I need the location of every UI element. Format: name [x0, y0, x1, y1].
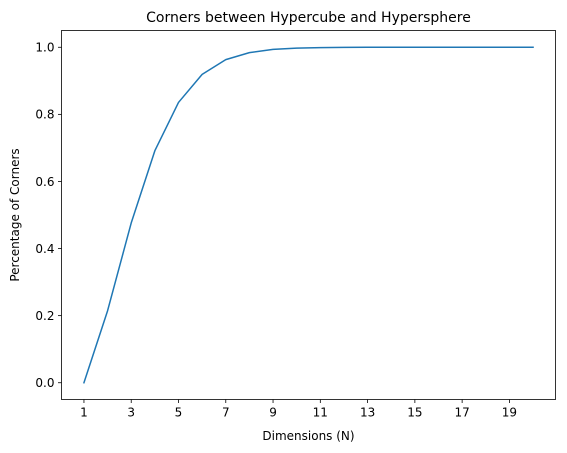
x-tick-label: 9: [269, 406, 277, 420]
y-tick-label: 0.8: [35, 108, 54, 122]
series-line: [83, 46, 534, 384]
x-tick-label: 19: [502, 406, 517, 420]
y-axis-label: Percentage of Corners: [8, 148, 22, 281]
y-tick-label: 0.4: [35, 242, 54, 256]
plot-area: 1 3 5 7 9 11 13 15 17 190.00.20.40.60.81.0: [35, 41, 534, 420]
y-tick-label: 0.6: [35, 175, 54, 189]
x-tick-label: 5: [175, 406, 183, 420]
y-tick-label: 0.2: [35, 309, 54, 323]
x-tick-label: 11: [313, 406, 328, 420]
x-tick-label: 1: [80, 406, 88, 420]
y-tick-label: 0.0: [35, 376, 54, 390]
x-tick-label: 3: [127, 406, 135, 420]
x-tick-label: 17: [454, 406, 469, 420]
x-tick-label: 15: [407, 406, 422, 420]
chart-title: Corners between Hypercube and Hyperspher…: [146, 10, 471, 26]
plot-frame: [61, 30, 556, 400]
y-tick-label: 1.0: [35, 41, 54, 55]
x-tick-label: 7: [222, 406, 230, 420]
x-tick-label: 13: [360, 406, 375, 420]
x-axis-label: Dimensions (N): [262, 429, 354, 443]
